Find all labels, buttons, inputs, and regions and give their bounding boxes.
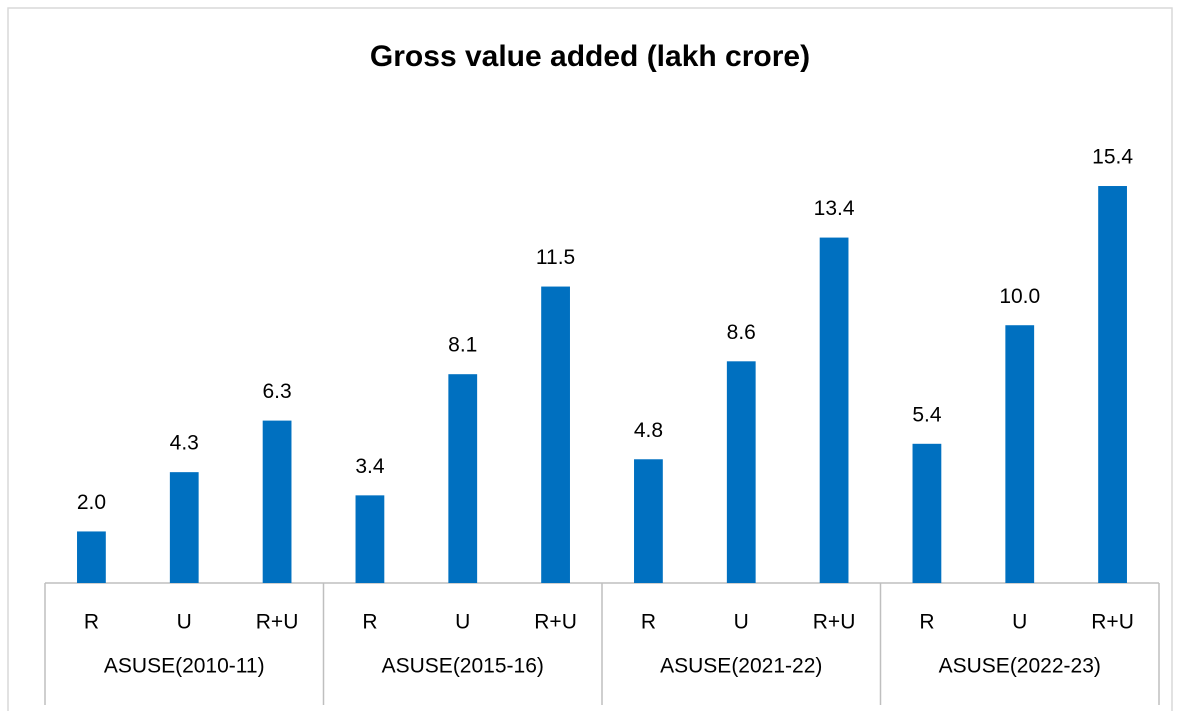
data-label: 10.0	[999, 285, 1040, 308]
data-label: 4.8	[634, 419, 663, 442]
x-tick-label: R+U	[813, 611, 856, 634]
group-label: ASUSE(2015-16)	[382, 655, 544, 678]
x-tick-label: R	[84, 611, 99, 634]
x-tick-label: R	[362, 611, 377, 634]
x-tick-label: R+U	[534, 611, 577, 634]
chart-border	[7, 7, 1173, 711]
bar	[634, 459, 663, 583]
x-tick-label: U	[177, 611, 192, 634]
bar	[726, 361, 756, 583]
bar	[912, 443, 942, 583]
bar	[355, 495, 385, 583]
data-label: 8.6	[727, 321, 756, 344]
x-tick-label: R	[641, 611, 656, 634]
bar	[1098, 186, 1127, 583]
bar	[448, 374, 478, 583]
data-label: 4.3	[170, 432, 199, 455]
bar	[819, 237, 849, 584]
bar	[1005, 325, 1035, 583]
data-label: 13.4	[814, 197, 855, 220]
chart-title: Gross value added (lakh crore)	[370, 40, 810, 73]
data-label: 5.4	[912, 403, 942, 426]
data-label: 6.3	[262, 380, 291, 403]
bar	[541, 286, 570, 583]
bar	[169, 472, 199, 583]
data-label: 8.1	[448, 334, 477, 357]
data-label: 11.5	[536, 246, 575, 269]
group-label: ASUSE(2022-23)	[939, 655, 1101, 678]
data-label: 15.4	[1092, 146, 1133, 169]
x-tick-label: R+U	[1091, 611, 1134, 634]
group-label: ASUSE(2021-22)	[660, 655, 822, 678]
x-tick-label: U	[455, 611, 470, 634]
x-tick-label: R	[919, 611, 934, 634]
group-label: ASUSE(2010-11)	[104, 655, 265, 678]
bar	[77, 531, 106, 583]
x-tick-label: U	[1012, 611, 1027, 634]
bar	[262, 420, 292, 583]
x-tick-label: U	[734, 611, 749, 634]
x-tick-label: R+U	[256, 611, 299, 634]
data-label: 3.4	[355, 455, 385, 478]
data-label: 2.0	[77, 491, 106, 514]
